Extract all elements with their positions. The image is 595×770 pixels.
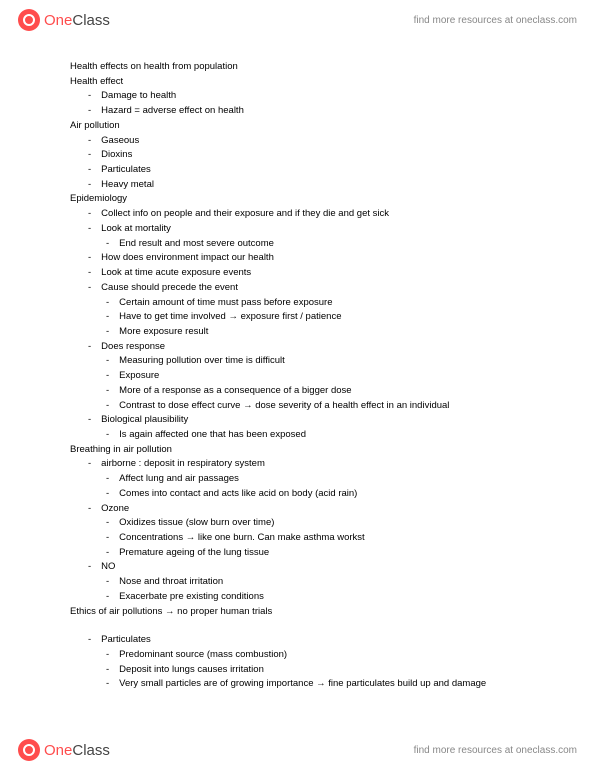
logo-text: OneClass	[44, 12, 110, 29]
list-item: Comes into contact and acts like acid on…	[106, 487, 525, 502]
document-body: Health effects on health from population…	[0, 40, 595, 692]
list-item: NO	[88, 560, 525, 575]
page-footer: OneClass find more resources at oneclass…	[0, 730, 595, 770]
logo: OneClass	[18, 739, 110, 761]
list-item: Does response	[88, 340, 525, 355]
list-item: Nose and throat irritation	[106, 575, 525, 590]
list-item: Very small particles are of growing impo…	[106, 677, 525, 692]
list-item: Contrast to dose effect curve → dose sev…	[106, 399, 525, 414]
list-item: Measuring pollution over time is difficu…	[106, 354, 525, 369]
list-item: More exposure result	[106, 325, 525, 340]
list-item: Dioxins	[88, 148, 525, 163]
list-item: Look at time acute exposure events	[88, 266, 525, 281]
list-item: Certain amount of time must pass before …	[106, 296, 525, 311]
list-item: Biological plausibility	[88, 413, 525, 428]
heading: Epidemiology	[70, 192, 525, 207]
list-item: Have to get time involved → exposure fir…	[106, 310, 525, 325]
list-item: End result and most severe outcome	[106, 237, 525, 252]
logo: OneClass	[18, 9, 110, 31]
header-tagline: find more resources at oneclass.com	[414, 15, 577, 26]
list-item: airborne : deposit in respiratory system	[88, 457, 525, 472]
list-item: Deposit into lungs causes irritation	[106, 663, 525, 678]
heading: Breathing in air pollution	[70, 443, 525, 458]
footer-tagline: find more resources at oneclass.com	[414, 745, 577, 756]
list-item: Ozone	[88, 502, 525, 517]
list-item: Collect info on people and their exposur…	[88, 207, 525, 222]
list-item: More of a response as a consequence of a…	[106, 384, 525, 399]
list-item: Look at mortality	[88, 222, 525, 237]
logo-icon	[18, 739, 40, 761]
list-item: Heavy metal	[88, 178, 525, 193]
list-item: Premature ageing of the lung tissue	[106, 546, 525, 561]
list-item: Affect lung and air passages	[106, 472, 525, 487]
logo-text: OneClass	[44, 742, 110, 759]
list-item: Exacerbate pre existing conditions	[106, 590, 525, 605]
heading: Health effects on health from population	[70, 60, 525, 75]
list-item: Hazard = adverse effect on health	[88, 104, 525, 119]
list-item: Predominant source (mass combustion)	[106, 648, 525, 663]
list-item: Exposure	[106, 369, 525, 384]
list-item: How does environment impact our health	[88, 251, 525, 266]
list-item: Is again affected one that has been expo…	[106, 428, 525, 443]
list-item: Cause should precede the event	[88, 281, 525, 296]
list-item: Particulates	[88, 633, 525, 648]
heading: Health effect	[70, 75, 525, 90]
list-item: Particulates	[88, 163, 525, 178]
heading: Ethics of air pollutions → no proper hum…	[70, 605, 525, 620]
list-item: Gaseous	[88, 134, 525, 149]
heading: Air pollution	[70, 119, 525, 134]
logo-icon	[18, 9, 40, 31]
list-item: Damage to health	[88, 89, 525, 104]
list-item: Oxidizes tissue (slow burn over time)	[106, 516, 525, 531]
page-header: OneClass find more resources at oneclass…	[0, 0, 595, 40]
list-item: Concentrations → like one burn. Can make…	[106, 531, 525, 546]
